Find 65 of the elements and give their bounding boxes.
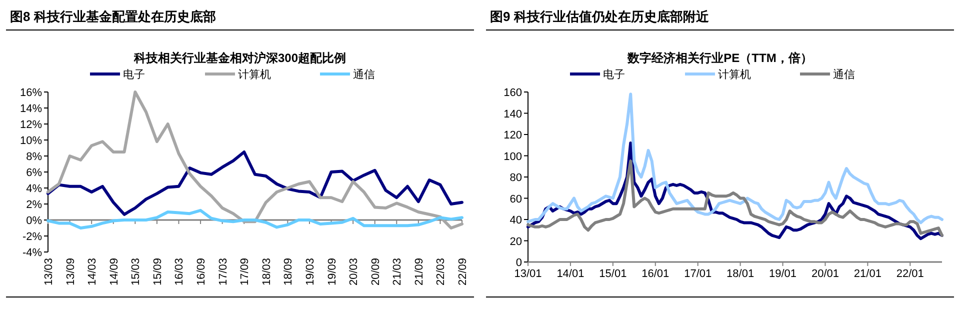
line-series — [46, 208, 464, 230]
x-tick-label: 13/03 — [43, 258, 55, 286]
y-tick-label: 60 — [510, 193, 522, 206]
x-tick-label: 22/09 — [457, 258, 469, 286]
x-tick-label: 21/09 — [413, 258, 426, 286]
x-tick-label: 19/01 — [769, 268, 797, 280]
x-tick-label: 15/01 — [599, 268, 627, 280]
chart-subtitle: 数字经济相关行业PE（TTM，倍） — [626, 51, 812, 65]
chart-title: 图9 科技行业估值仍处在历史底部附近 — [490, 9, 710, 24]
y-tick-label: 16% — [20, 87, 42, 99]
legend-label: 电子 — [123, 68, 145, 81]
legend-label: 计算机 — [718, 68, 751, 81]
legend-label: 通信 — [833, 68, 855, 81]
x-tick-label: 17/09 — [239, 258, 252, 286]
y-tick-label: 0 — [516, 257, 522, 269]
chart-title: 图8 科技行业基金配置处在历史底部 — [10, 9, 216, 24]
x-tick-label: 19/03 — [304, 258, 316, 286]
x-tick-label: 21/03 — [392, 258, 404, 286]
legend-label: 通信 — [353, 68, 375, 81]
x-tick-label: 13/09 — [64, 258, 77, 286]
chart-subtitle: 科技相关行业基金相对沪深300超配比例 — [132, 51, 346, 65]
y-tick-label: -4% — [22, 247, 42, 259]
line-series — [46, 150, 464, 216]
y-tick-label: 2% — [26, 199, 42, 211]
y-tick-label: 12% — [20, 119, 42, 131]
y-tick-label: 160 — [504, 87, 522, 99]
legend-label: 电子 — [603, 68, 625, 81]
x-tick-label: 18/03 — [260, 258, 273, 286]
y-tick-label: 8% — [26, 151, 42, 163]
x-tick-label: 22/01 — [896, 268, 924, 280]
x-tick-label: 16/03 — [174, 258, 186, 286]
y-tick-label: 14% — [20, 103, 42, 115]
x-tick-label: 15/03 — [130, 258, 142, 286]
y-tick-label: 120 — [504, 130, 522, 142]
x-tick-label: 18/01 — [726, 268, 754, 280]
x-tick-label: 20/03 — [348, 258, 360, 286]
x-tick-label: 14/09 — [108, 258, 120, 286]
x-tick-label: 14/01 — [556, 268, 584, 280]
legend-label: 计算机 — [238, 68, 271, 81]
y-tick-label: 10% — [20, 135, 42, 147]
y-tick-label: 20 — [510, 236, 522, 248]
x-tick-label: 17/01 — [684, 268, 712, 280]
line-series — [46, 90, 464, 230]
y-tick-label: 40 — [510, 214, 522, 226]
x-tick-label: 15/09 — [152, 258, 164, 286]
x-tick-label: 20/01 — [811, 268, 839, 280]
y-tick-label: 4% — [26, 183, 42, 195]
x-tick-label: 16/01 — [642, 268, 670, 280]
x-tick-label: 21/01 — [854, 268, 882, 280]
x-tick-label: 22/03 — [435, 258, 448, 286]
y-tick-label: 100 — [504, 150, 522, 163]
x-tick-label: 14/03 — [86, 258, 99, 286]
y-tick-label: -2% — [22, 231, 42, 243]
y-tick-label: 140 — [504, 108, 522, 120]
x-tick-label: 19/09 — [326, 258, 338, 286]
y-tick-label: 0% — [26, 215, 42, 227]
y-tick-label: 6% — [26, 167, 42, 179]
x-tick-label: 17/03 — [217, 258, 230, 286]
line-series — [526, 160, 944, 237]
y-tick-label: 80 — [510, 172, 522, 184]
x-tick-label: 13/01 — [514, 268, 542, 280]
x-tick-label: 18/09 — [282, 258, 295, 286]
line-series — [526, 92, 944, 224]
x-tick-label: 16/09 — [196, 258, 208, 286]
x-tick-label: 20/09 — [370, 258, 382, 286]
